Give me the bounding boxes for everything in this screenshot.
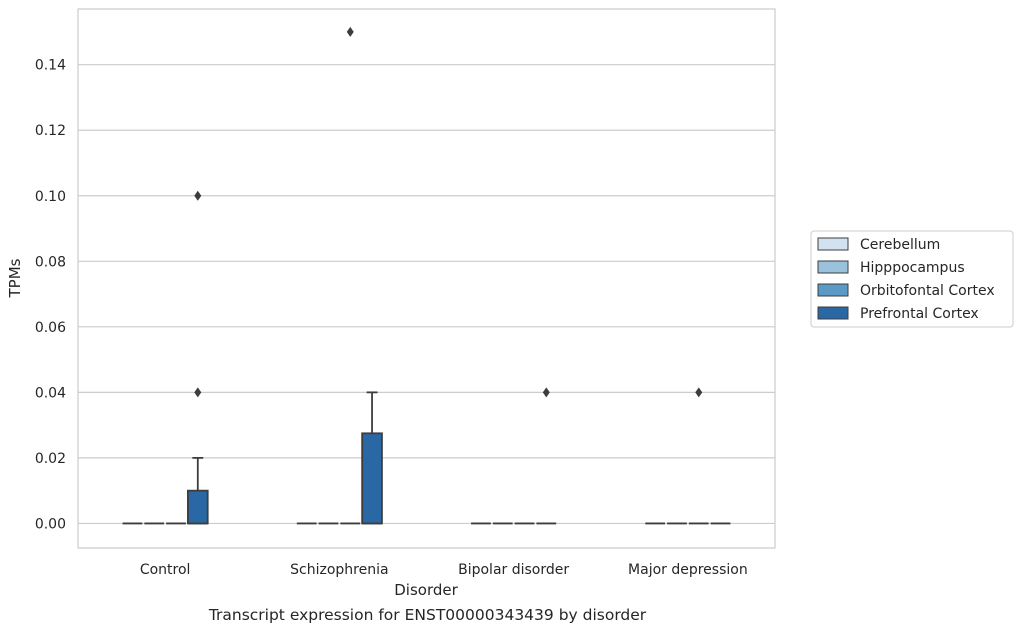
legend-label: Cerebellum bbox=[860, 237, 940, 253]
legend-swatch bbox=[817, 306, 849, 320]
y-tick-label: 0.06 bbox=[35, 320, 66, 336]
outlier-point bbox=[346, 26, 354, 37]
chart-caption: Transcript expression for ENST0000034343… bbox=[208, 606, 647, 624]
box-layer bbox=[122, 26, 731, 525]
y-tick-labels: 0.00 0.02 0.04 0.06 0.08 0.10 0.12 0.14 bbox=[35, 58, 66, 533]
legend-label: Prefrontal Cortex bbox=[860, 306, 979, 322]
box-body bbox=[361, 432, 383, 525]
legend-frame bbox=[810, 230, 1014, 328]
y-tick-label: 0.10 bbox=[35, 189, 66, 205]
y-tick-label: 0.04 bbox=[35, 385, 66, 401]
y-tick-label: 0.14 bbox=[35, 58, 66, 74]
outlier-point bbox=[695, 387, 703, 398]
box-prefrontal-cortex bbox=[536, 387, 557, 525]
outlier-point bbox=[542, 387, 550, 398]
box-prefrontal-cortex bbox=[361, 391, 383, 525]
legend-label: Hipppocampus bbox=[860, 260, 965, 276]
outlier-point bbox=[194, 387, 202, 398]
box-orbitofontal-cortex bbox=[340, 26, 361, 525]
y-axis-label: TPMs bbox=[6, 258, 24, 298]
legend-swatch bbox=[817, 260, 849, 274]
plot-frame bbox=[77, 8, 776, 549]
y-tick-label: 0.12 bbox=[35, 123, 66, 139]
legend: Cerebellum Hipppocampus Orbitofontal Corte… bbox=[810, 230, 1014, 328]
x-tick-label: Control bbox=[140, 562, 191, 578]
x-axis-label: Disorder bbox=[394, 581, 458, 599]
outlier-point bbox=[194, 190, 202, 201]
box-orbitofontal-cortex bbox=[688, 387, 709, 525]
x-tick-label: Major depression bbox=[628, 562, 748, 578]
legend-swatch bbox=[817, 237, 849, 251]
x-tick-labels: Control Schizophrenia Bipolar disorder Majo… bbox=[140, 562, 748, 578]
box-body bbox=[187, 489, 209, 525]
gridlines bbox=[78, 64, 775, 525]
x-tick-label: Schizophrenia bbox=[290, 562, 388, 578]
x-tick-label: Bipolar disorder bbox=[458, 562, 569, 578]
legend-swatch bbox=[817, 283, 849, 297]
y-tick-label: 0.00 bbox=[35, 516, 66, 532]
box-prefrontal-cortex bbox=[187, 190, 209, 525]
legend-label: Orbitofontal Cortex bbox=[860, 283, 995, 299]
y-tick-label: 0.02 bbox=[35, 451, 66, 467]
y-tick-label: 0.08 bbox=[35, 254, 66, 270]
